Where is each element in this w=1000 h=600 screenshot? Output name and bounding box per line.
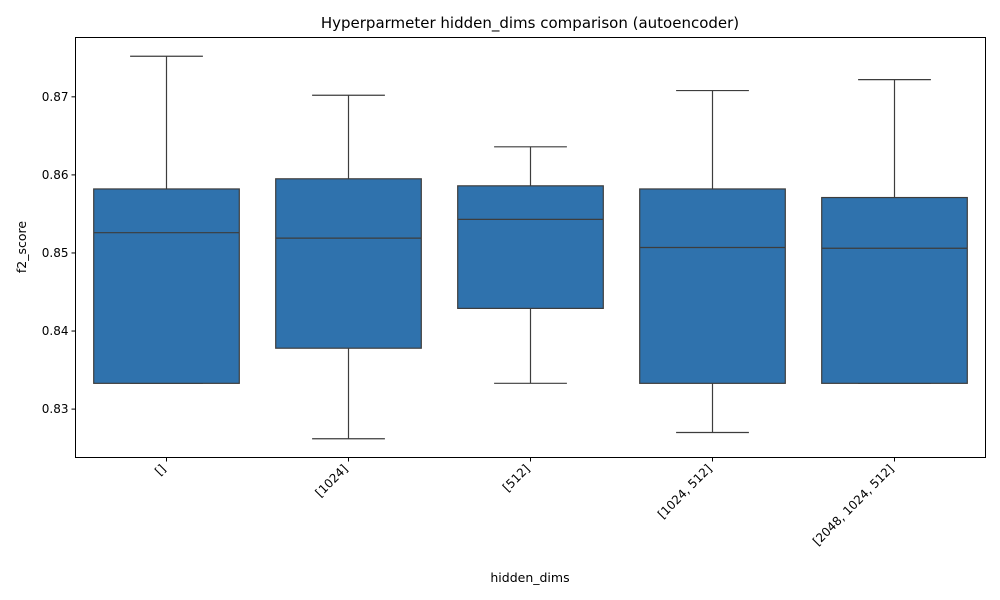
box-group-3	[639, 89, 786, 434]
boxes-layer	[93, 55, 968, 440]
plot-frame	[75, 37, 986, 458]
x-tick-label: [2048, 1024, 512]	[810, 462, 897, 549]
chart-title: Hyperparmeter hidden_dims comparison (au…	[321, 14, 739, 33]
x-tick-label: [512]	[500, 462, 533, 495]
y-axis-label: f2_score	[14, 221, 29, 274]
box-group-2	[457, 146, 604, 384]
iqr-box	[639, 188, 786, 384]
box-group-1	[275, 94, 422, 440]
box-group-0	[93, 55, 240, 384]
iqr-box	[457, 185, 604, 309]
iqr-box	[821, 196, 968, 384]
iqr-box	[93, 188, 240, 384]
y-axis: 0.83 0.84 0.85 0.86 0.87	[42, 90, 76, 416]
x-axis: [] [1024] [512] [1024, 512] [2048, 1024, 512…	[152, 457, 897, 549]
iqr-box	[275, 178, 422, 349]
y-tick-label: 0.83	[42, 402, 69, 416]
x-tick-label: []	[152, 462, 169, 479]
x-tick-label: [1024]	[313, 462, 351, 500]
x-tick-label: [1024, 512]	[655, 462, 715, 522]
box-group-4	[821, 79, 968, 384]
y-tick-label: 0.87	[42, 90, 69, 104]
y-tick-label: 0.84	[42, 324, 69, 338]
y-tick-label: 0.85	[42, 246, 69, 260]
y-tick-label: 0.86	[42, 168, 69, 182]
x-axis-label: hidden_dims	[490, 570, 569, 585]
